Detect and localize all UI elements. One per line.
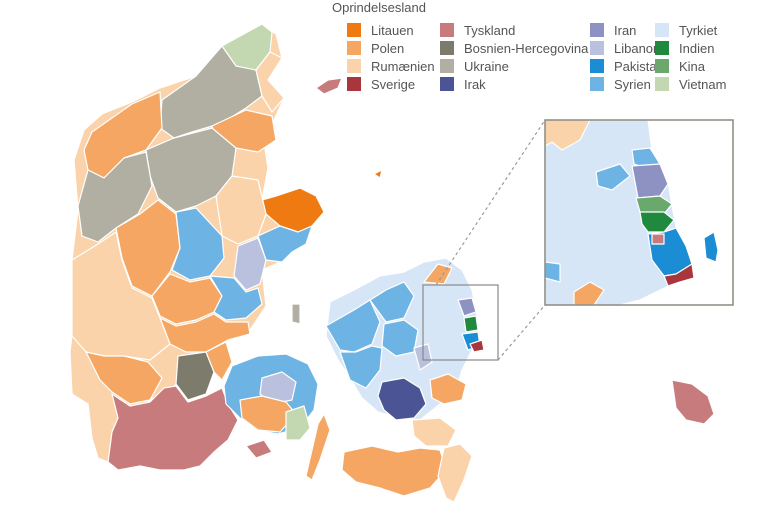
region-horsens — [209, 275, 263, 321]
inset-frame — [544, 119, 734, 306]
region-falster — [411, 417, 457, 447]
legend-label: Tyrkiet — [679, 22, 718, 38]
region-copenhagen-green — [463, 315, 479, 333]
legend-label: Syrien — [614, 76, 651, 92]
legend-swatch — [440, 23, 454, 37]
legend-label: Tyskland — [464, 22, 516, 38]
copenhagen-inset — [544, 119, 734, 306]
region-svendborg — [285, 405, 311, 441]
region-aarhus — [257, 225, 313, 263]
legend-swatch — [590, 77, 604, 91]
legend-item: Iran — [590, 22, 636, 38]
legend-swatch — [655, 23, 669, 37]
legend-label: Indien — [679, 40, 715, 56]
legend-label: Kina — [679, 58, 706, 74]
region-langeland — [305, 413, 331, 481]
legend-swatch — [347, 59, 361, 73]
legend-item: Sverige — [347, 76, 415, 92]
region-slagelse — [339, 345, 383, 389]
legend-label: Ukraine — [464, 58, 509, 74]
region-odsherred — [369, 281, 415, 323]
legend-swatch — [655, 41, 669, 55]
region-naestved — [377, 377, 427, 421]
region-djursland — [261, 187, 325, 233]
inset-amager — [703, 231, 719, 263]
region-frederikshavn — [255, 51, 285, 113]
legend-swatch — [590, 41, 604, 55]
region-thisted — [83, 91, 163, 179]
legend-item: Tyskland — [440, 22, 515, 38]
zoom-source-box — [422, 284, 499, 361]
legend-title: Oprindelsesland — [332, 0, 426, 15]
region-skanderborg — [233, 237, 267, 291]
region-samsoe — [291, 303, 301, 325]
legend-label: Iran — [614, 22, 637, 38]
region-lolland — [341, 445, 447, 497]
inset-kina — [635, 195, 673, 215]
legend-item: Ukraine — [440, 58, 509, 74]
legend-item: Rumænien — [347, 58, 435, 74]
legend-item: Tyrkiet — [655, 22, 717, 38]
region-laesoe — [315, 77, 343, 95]
region-vejle — [159, 313, 251, 353]
legend-item: Libanon — [590, 40, 660, 56]
legend-item: Vietnam — [655, 76, 726, 92]
legend-label: Sverige — [371, 76, 416, 92]
region-anholt — [373, 169, 383, 179]
region-randers — [215, 175, 267, 245]
region-holbaek — [381, 319, 419, 357]
region-salling — [77, 151, 153, 243]
legend-item: Litauen — [347, 22, 414, 38]
legend-item: Syrien — [590, 76, 651, 92]
legend-label: Polen — [371, 40, 405, 56]
legend-label: Litauen — [371, 22, 414, 38]
inset-iran — [631, 163, 669, 199]
inset-syrien-2 — [544, 261, 561, 283]
region-aeroe — [245, 439, 273, 459]
zoom-connector-top — [435, 119, 546, 286]
region-dragoer — [469, 339, 485, 353]
inset-syrien-1 — [595, 163, 631, 191]
legend-swatch — [347, 23, 361, 37]
region-south-jutland — [107, 385, 239, 471]
legend-swatch — [347, 77, 361, 91]
legend-swatch — [347, 41, 361, 55]
legend-swatch — [590, 23, 604, 37]
region-kolding — [205, 341, 233, 381]
legend-swatch — [440, 77, 454, 91]
region-stevns — [429, 373, 467, 405]
legend-label: Irak — [464, 76, 486, 92]
region-moen — [437, 443, 473, 503]
legend-item: Bosnien-Hercegovina — [440, 40, 588, 56]
legend-label: Libanon — [614, 40, 661, 56]
legend-item: Irak — [440, 76, 486, 92]
legend-label: Bosnien-Hercegovina — [464, 40, 589, 56]
region-esbjerg — [85, 351, 163, 405]
region-odense — [259, 371, 297, 405]
legend-item: Indien — [655, 40, 714, 56]
legend-swatch — [655, 59, 669, 73]
region-copenhagen-area — [457, 297, 477, 317]
legend-swatch — [655, 77, 669, 91]
inset-sverige — [663, 263, 695, 287]
inset-tyskland-spot — [651, 233, 665, 245]
legend-label: Rumænien — [371, 58, 435, 74]
zoom-connector-bottom — [497, 304, 546, 361]
legend-item: Pakistan — [590, 58, 664, 74]
legend-swatch — [440, 59, 454, 73]
legend-item: Kina — [655, 58, 705, 74]
legend-label: Pakistan — [614, 58, 664, 74]
legend-label: Vietnam — [679, 76, 727, 92]
legend-swatch — [440, 41, 454, 55]
inset-polen — [573, 281, 605, 306]
region-bornholm — [671, 379, 715, 425]
legend-swatch — [590, 59, 604, 73]
region-kalundborg — [325, 299, 381, 353]
legend-item: Polen — [347, 40, 404, 56]
